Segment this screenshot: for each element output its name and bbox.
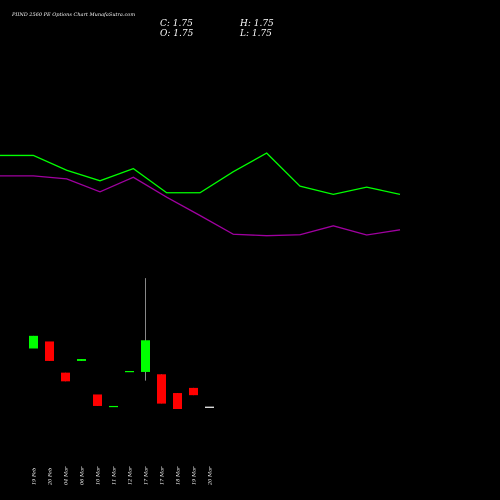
candle [77, 359, 86, 361]
candle [109, 405, 118, 408]
candle-body [157, 374, 166, 404]
candles [29, 278, 214, 410]
candle [61, 372, 70, 382]
candle [125, 371, 134, 373]
candle-body [189, 387, 198, 396]
high-value: H: 1.75 [239, 19, 274, 29]
candle-body [125, 371, 134, 373]
x-tick-label: 20 Mar [208, 466, 214, 486]
x-tick-label: 17 Mar [160, 466, 166, 485]
x-tick-label: 19 Mar [192, 466, 198, 485]
candle-body [205, 406, 214, 408]
candle-body [173, 393, 182, 410]
close-value: C: 1.75 [160, 19, 193, 29]
indicator-line-2 [0, 175, 401, 237]
x-tick-label: 11 Mar [112, 466, 118, 485]
x-axis-labels: 19 Feb 20 Feb 04 Mar 06 Mar 10 Mar 11 Mar 12 M… [32, 466, 214, 486]
x-tick-label: 19 Feb [32, 468, 38, 485]
candle-body [141, 340, 150, 372]
candle-body [77, 359, 86, 361]
candle [157, 374, 166, 404]
x-tick-label: 04 Mar [64, 466, 70, 485]
candle-body [29, 335, 38, 349]
candle-body [61, 372, 70, 382]
candle [45, 341, 54, 361]
x-tick-label: 10 Mar [96, 466, 102, 485]
candle-body [109, 405, 118, 408]
candle [29, 335, 38, 349]
x-tick-label: 12 Mar [128, 466, 134, 485]
indicator-lines [0, 152, 401, 237]
open-value: O: 1.75 [160, 29, 194, 39]
candle [189, 387, 198, 396]
candle-body [93, 394, 102, 406]
low-value: L: 1.75 [239, 29, 272, 39]
candle-body [45, 341, 54, 361]
indicator-line-1 [0, 152, 401, 196]
candle [141, 278, 150, 381]
chart-title: PIIND 2560 PE Options Chart MunafaSutra.… [11, 12, 135, 18]
x-tick-label: 18 Mar [176, 466, 182, 485]
x-tick-label: 17 Mar [144, 466, 150, 485]
candle [173, 393, 182, 410]
candle [205, 406, 214, 408]
x-tick-label: 20 Feb [48, 468, 54, 486]
x-tick-label: 06 Mar [80, 466, 86, 485]
candle [93, 394, 102, 406]
